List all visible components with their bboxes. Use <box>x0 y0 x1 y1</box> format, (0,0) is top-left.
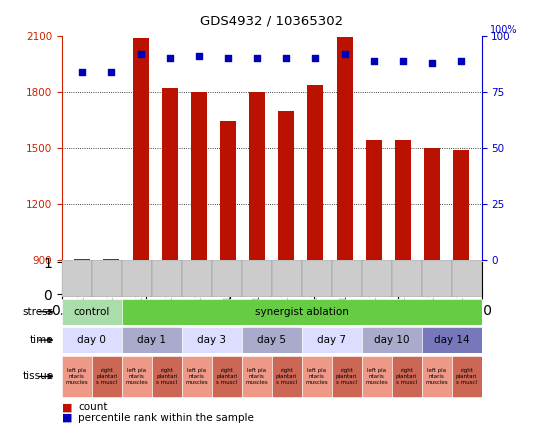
Text: percentile rank within the sample: percentile rank within the sample <box>78 412 254 423</box>
Bar <box>162 88 178 260</box>
Bar <box>302 356 331 397</box>
Point <box>340 50 349 57</box>
Bar <box>424 148 440 260</box>
Bar <box>62 260 92 297</box>
Bar <box>366 140 381 260</box>
Text: 100%: 100% <box>490 25 518 35</box>
Bar <box>212 356 242 397</box>
Bar <box>152 260 182 297</box>
Bar <box>242 260 272 297</box>
Bar <box>220 121 236 260</box>
Text: day 5: day 5 <box>257 335 286 345</box>
Point <box>136 50 145 57</box>
Text: right
plantari
s muscl: right plantari s muscl <box>276 368 298 385</box>
Bar <box>272 356 302 397</box>
Text: control: control <box>74 307 110 317</box>
Point <box>311 55 320 62</box>
Text: day 0: day 0 <box>77 335 107 345</box>
Text: left pla
ntaris
muscles: left pla ntaris muscles <box>66 368 88 385</box>
Text: stress: stress <box>23 307 54 317</box>
Bar <box>191 92 207 260</box>
Bar <box>451 260 482 297</box>
Text: ■: ■ <box>62 402 73 412</box>
Text: left pla
ntaris
muscles: left pla ntaris muscles <box>425 368 448 385</box>
Bar <box>331 260 362 297</box>
Point <box>107 69 116 75</box>
Bar <box>152 356 182 397</box>
Bar <box>302 260 331 297</box>
Bar <box>182 327 242 353</box>
Bar <box>302 327 362 353</box>
Bar <box>392 260 422 297</box>
Bar <box>242 356 272 397</box>
Bar <box>331 356 362 397</box>
Bar <box>182 356 212 397</box>
Bar <box>249 92 265 260</box>
Bar <box>122 260 152 297</box>
Text: left pla
ntaris
muscles: left pla ntaris muscles <box>365 368 388 385</box>
Bar <box>337 37 352 260</box>
Bar <box>307 85 323 260</box>
Text: right
plantari
s muscl: right plantari s muscl <box>456 368 477 385</box>
Bar <box>103 258 119 260</box>
Point <box>195 53 203 60</box>
Bar <box>362 327 422 353</box>
Text: left pla
ntaris
muscles: left pla ntaris muscles <box>186 368 208 385</box>
Point <box>165 55 174 62</box>
Text: synergist ablation: synergist ablation <box>254 307 349 317</box>
Text: count: count <box>78 402 108 412</box>
Point <box>370 57 378 64</box>
Bar <box>362 356 392 397</box>
Bar <box>395 140 411 260</box>
Bar <box>62 299 122 325</box>
Text: time: time <box>30 335 54 345</box>
Bar <box>272 260 302 297</box>
Text: GDS4932 / 10365302: GDS4932 / 10365302 <box>200 14 343 27</box>
Bar <box>422 356 451 397</box>
Point <box>457 57 465 64</box>
Bar <box>422 260 451 297</box>
Bar <box>212 260 242 297</box>
Bar <box>62 327 122 353</box>
Bar <box>122 299 482 325</box>
Bar <box>242 327 302 353</box>
Point <box>78 69 87 75</box>
Bar <box>92 356 122 397</box>
Text: day 10: day 10 <box>374 335 409 345</box>
Text: right
plantari
s muscl: right plantari s muscl <box>396 368 417 385</box>
Text: right
plantari
s muscl: right plantari s muscl <box>216 368 237 385</box>
Text: day 7: day 7 <box>317 335 346 345</box>
Bar <box>122 356 152 397</box>
Text: right
plantari
s muscl: right plantari s muscl <box>156 368 178 385</box>
Point <box>282 55 291 62</box>
Text: day 1: day 1 <box>137 335 166 345</box>
Point <box>253 55 261 62</box>
Bar <box>92 260 122 297</box>
Bar <box>451 356 482 397</box>
Point <box>399 57 407 64</box>
Bar <box>74 259 90 260</box>
Text: day 3: day 3 <box>197 335 226 345</box>
Bar <box>122 327 182 353</box>
Bar <box>132 38 148 260</box>
Bar <box>62 356 92 397</box>
Bar <box>362 260 392 297</box>
Text: right
plantari
s muscl: right plantari s muscl <box>96 368 117 385</box>
Bar <box>392 356 422 397</box>
Bar <box>422 327 482 353</box>
Text: right
plantari
s muscl: right plantari s muscl <box>336 368 357 385</box>
Point <box>428 60 436 66</box>
Text: left pla
ntaris
muscles: left pla ntaris muscles <box>306 368 328 385</box>
Bar <box>182 260 212 297</box>
Bar <box>278 111 294 260</box>
Text: ■: ■ <box>62 412 73 423</box>
Text: left pla
ntaris
muscles: left pla ntaris muscles <box>125 368 148 385</box>
Point <box>224 55 232 62</box>
Bar <box>453 150 469 260</box>
Text: tissue: tissue <box>23 371 54 382</box>
Text: day 14: day 14 <box>434 335 469 345</box>
Text: left pla
ntaris
muscles: left pla ntaris muscles <box>245 368 268 385</box>
